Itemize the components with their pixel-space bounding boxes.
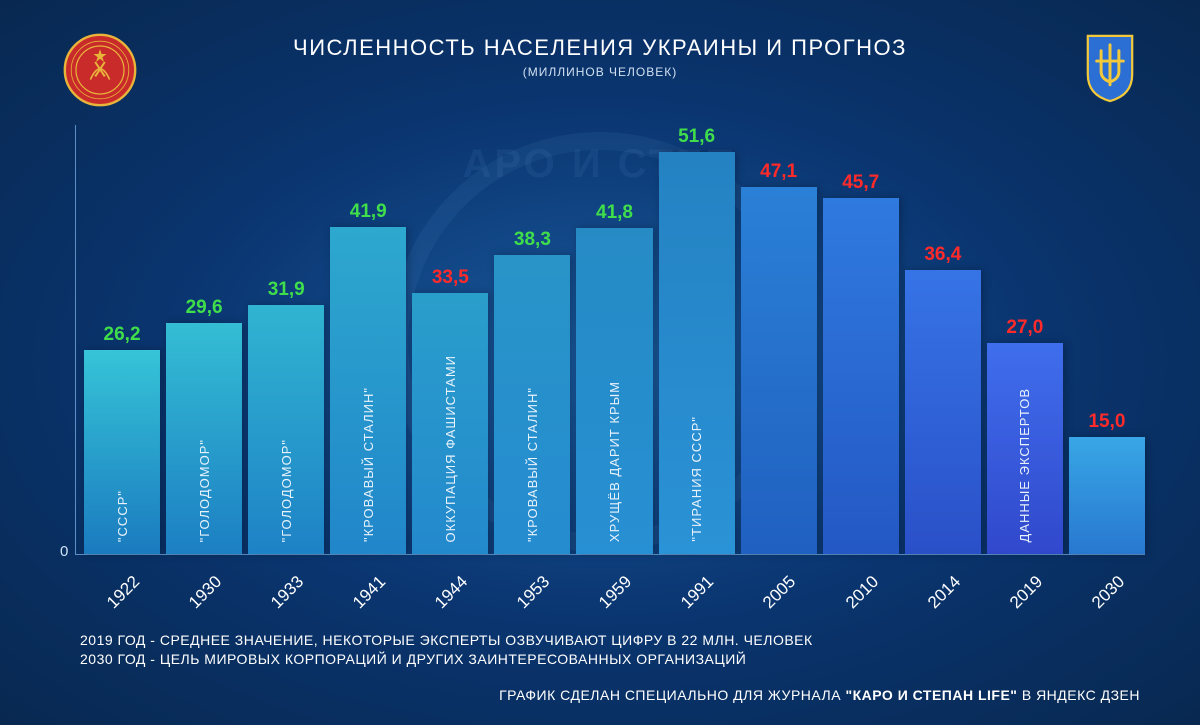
bar-wrap: 41,9"КРОВАВЫЙ СТАЛИН"1941 (330, 125, 406, 554)
header: ЧИСЛЕННОСТЬ НАСЕЛЕНИЯ УКРАИНЫ И ПРОГНОЗ … (0, 0, 1200, 79)
bar-value-label: 29,6 (186, 297, 223, 319)
bar-wrap: 29,6"ГОЛОДОМОР"1930 (166, 125, 242, 554)
x-axis-label: 1959 (595, 572, 636, 613)
bar: 33,5ОККУПАЦИЯ ФАШИСТАМИ (412, 293, 488, 554)
bar: 41,9"КРОВАВЫЙ СТАЛИН" (330, 227, 406, 554)
x-axis-label: 2005 (760, 572, 801, 613)
x-axis-label: 1991 (677, 572, 718, 613)
bar-wrap: 31,9"ГОЛОДОМОР"1933 (248, 125, 324, 554)
bar-value-label: 41,9 (350, 201, 387, 223)
bars-container: 26,2"СССР"192229,6"ГОЛОДОМОР"193031,9"ГО… (76, 125, 1145, 554)
bar-wrap: 27,0ДАННЫЕ ЭКСПЕРТОВ2019 (987, 125, 1063, 554)
bar-inner-text: "ТИРАНИЯ СССР" (689, 404, 704, 554)
bar-wrap: 41,8ХРУЩЁВ ДАРИТ КРЫМ1959 (576, 125, 652, 554)
bar: 15,0 (1069, 437, 1145, 554)
y-axis-zero: 0 (60, 543, 68, 560)
bar: 36,4 (905, 270, 981, 554)
bar-inner-text: ДАННЫЕ ЭКСПЕРТОВ (1017, 376, 1032, 554)
bar-wrap: 47,12005 (741, 125, 817, 554)
bar-inner-text: ХРУЩЁВ ДАРИТ КРЫМ (607, 369, 622, 554)
bar-value-label: 33,5 (432, 267, 469, 289)
bar: 45,7 (823, 198, 899, 554)
x-axis-label: 1933 (267, 572, 308, 613)
bar: 38,3"КРОВАВЫЙ СТАЛИН" (494, 255, 570, 554)
bar-value-label: 41,8 (596, 202, 633, 224)
bar-value-label: 26,2 (104, 324, 141, 346)
chart-subtitle: (МИЛЛИНОВ ЧЕЛОВЕК) (0, 65, 1200, 79)
bar: 29,6"ГОЛОДОМОР" (166, 323, 242, 554)
bar-inner-text: ОККУПАЦИЯ ФАШИСТАМИ (443, 343, 458, 554)
bar-value-label: 38,3 (514, 229, 551, 251)
bar: 27,0ДАННЫЕ ЭКСПЕРТОВ (987, 343, 1063, 554)
chart-title: ЧИСЛЕННОСТЬ НАСЕЛЕНИЯ УКРАИНЫ И ПРОГНОЗ (0, 35, 1200, 61)
credit-bold: "КАРО И СТЕПАН LIFE" (845, 687, 1017, 703)
bar-wrap: 26,2"СССР"1922 (84, 125, 160, 554)
bar: 31,9"ГОЛОДОМОР" (248, 305, 324, 554)
footer-note-2: 2030 ГОД - ЦЕЛЬ МИРОВЫХ КОРПОРАЦИЙ И ДРУ… (80, 651, 1140, 667)
ukraine-emblem-icon (1080, 30, 1140, 104)
bar: 51,6"ТИРАНИЯ СССР" (659, 152, 735, 554)
bar-wrap: 15,02030 (1069, 125, 1145, 554)
bar-inner-text: "ГОЛОДОМОР" (197, 427, 212, 554)
x-axis-label: 1953 (513, 572, 554, 613)
x-axis-label: 2010 (842, 572, 883, 613)
bar: 41,8ХРУЩЁВ ДАРИТ КРЫМ (576, 228, 652, 554)
x-axis-label: 2014 (924, 572, 965, 613)
x-axis-label: 1922 (103, 572, 144, 613)
bar-wrap: 38,3"КРОВАВЫЙ СТАЛИН"1953 (494, 125, 570, 554)
bar-value-label: 31,9 (268, 279, 305, 301)
bar-value-label: 47,1 (760, 161, 797, 183)
bar-value-label: 36,4 (924, 244, 961, 266)
bar-inner-text: "СССР" (115, 478, 130, 554)
ussr-emblem-icon (60, 30, 140, 110)
chart-area: 26,2"СССР"192229,6"ГОЛОДОМОР"193031,9"ГО… (75, 125, 1145, 555)
credit-post: В ЯНДЕКС ДЗЕН (1017, 687, 1140, 703)
bar-wrap: 45,72010 (823, 125, 899, 554)
credit-pre: ГРАФИК СДЕЛАН СПЕЦИАЛЬНО ДЛЯ ЖУРНАЛА (499, 687, 845, 703)
bar-value-label: 27,0 (1006, 317, 1043, 339)
bar: 26,2"СССР" (84, 350, 160, 554)
bar-wrap: 36,42014 (905, 125, 981, 554)
bar-value-label: 45,7 (842, 172, 879, 194)
bar: 47,1 (741, 187, 817, 554)
x-axis-label: 2030 (1088, 572, 1129, 613)
footer-note-1: 2019 ГОД - СРЕДНЕЕ ЗНАЧЕНИЕ, НЕКОТОРЫЕ Э… (80, 632, 1140, 648)
x-axis-label: 1930 (185, 572, 226, 613)
x-axis-label: 1941 (349, 572, 390, 613)
bar-inner-text: "ГОЛОДОМОР" (279, 427, 294, 554)
bar-inner-text: "КРОВАВЫЙ СТАЛИН" (525, 375, 540, 554)
bar-wrap: 33,5ОККУПАЦИЯ ФАШИСТАМИ1944 (412, 125, 488, 554)
footer-credit: ГРАФИК СДЕЛАН СПЕЦИАЛЬНО ДЛЯ ЖУРНАЛА "КА… (80, 687, 1140, 703)
bar-value-label: 51,6 (678, 126, 715, 148)
bar-wrap: 51,6"ТИРАНИЯ СССР"1991 (659, 125, 735, 554)
footer: 2019 ГОД - СРЕДНЕЕ ЗНАЧЕНИЕ, НЕКОТОРЫЕ Э… (80, 632, 1140, 703)
x-axis-label: 2019 (1006, 572, 1047, 613)
bar-value-label: 15,0 (1088, 411, 1125, 433)
x-axis-label: 1944 (431, 572, 472, 613)
bar-inner-text: "КРОВАВЫЙ СТАЛИН" (361, 375, 376, 554)
